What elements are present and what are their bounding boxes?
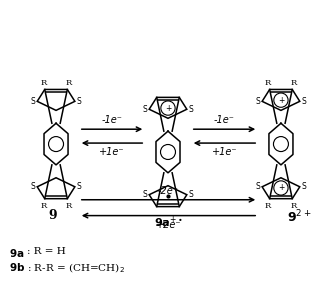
Text: S: S <box>142 190 147 199</box>
Text: R: R <box>66 201 72 210</box>
Text: $\mathbf{9a}^{+\bullet}$: $\mathbf{9a}^{+\bullet}$ <box>153 215 183 230</box>
Text: R: R <box>291 201 297 210</box>
Text: S: S <box>30 182 35 191</box>
Text: +2e⁻: +2e⁻ <box>156 220 181 230</box>
Text: S: S <box>302 97 307 106</box>
Text: +1e⁻: +1e⁻ <box>99 147 125 157</box>
Text: $\mathbf{9}^{2+}$: $\mathbf{9}^{2+}$ <box>287 209 311 225</box>
Text: R: R <box>265 79 271 87</box>
Text: $\mathbf{9b}$: $\mathbf{9b}$ <box>9 261 26 273</box>
Text: $\mathbf{9a}$: $\mathbf{9a}$ <box>9 247 25 259</box>
Text: S: S <box>255 182 260 191</box>
Text: S: S <box>30 97 35 106</box>
Text: 9: 9 <box>48 209 57 222</box>
Text: R: R <box>40 201 46 210</box>
Text: S: S <box>302 182 307 191</box>
Text: : R-R = (CH=CH)$_2$: : R-R = (CH=CH)$_2$ <box>27 261 125 275</box>
Text: : R = H: : R = H <box>27 247 66 256</box>
Text: R: R <box>40 79 46 87</box>
Text: +: + <box>278 184 284 192</box>
Text: +: + <box>278 96 284 105</box>
Text: S: S <box>142 105 147 114</box>
Text: R: R <box>291 79 297 87</box>
Text: S: S <box>189 190 194 199</box>
Text: R: R <box>265 201 271 210</box>
Text: -1e⁻: -1e⁻ <box>214 115 235 125</box>
Text: -2e⁻: -2e⁻ <box>158 186 179 196</box>
Text: S: S <box>77 97 82 106</box>
Text: -1e⁻: -1e⁻ <box>102 115 123 125</box>
Text: S: S <box>255 97 260 106</box>
Text: +: + <box>165 104 171 113</box>
Text: R: R <box>66 79 72 87</box>
Text: S: S <box>77 182 82 191</box>
Text: S: S <box>189 105 194 114</box>
Text: +1e⁻: +1e⁻ <box>212 147 237 157</box>
